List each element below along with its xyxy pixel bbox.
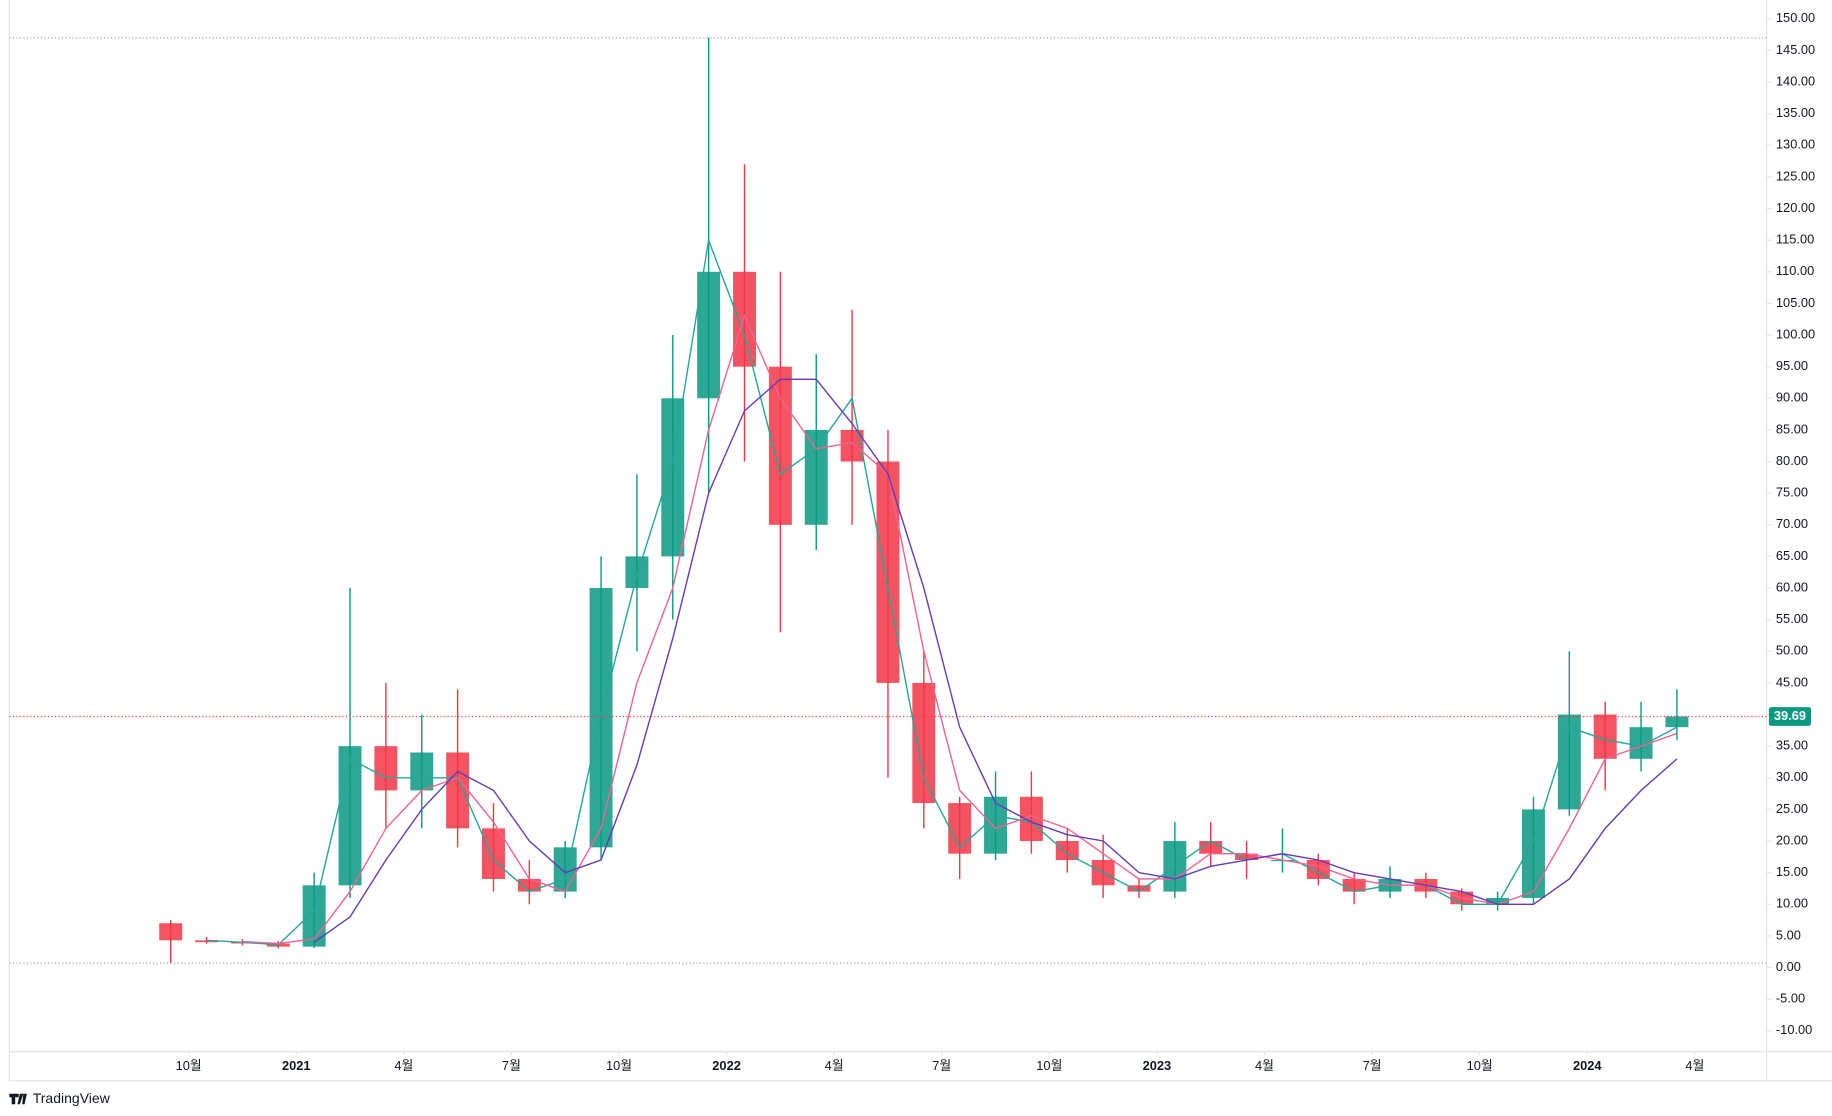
candle-body xyxy=(661,398,685,557)
candle-body xyxy=(625,556,649,589)
y-tick-label: 35.00 xyxy=(1776,738,1808,753)
y-tick-label: 90.00 xyxy=(1776,390,1808,405)
y-tick-label: 20.00 xyxy=(1776,832,1808,847)
candle-body xyxy=(1557,714,1581,810)
candle-body xyxy=(1019,796,1043,842)
candle-body xyxy=(912,682,936,804)
candle-body xyxy=(1055,841,1079,860)
y-tick-label: 45.00 xyxy=(1776,674,1808,689)
y-tick-label: 145.00 xyxy=(1776,42,1815,57)
y-tick-label: 25.00 xyxy=(1776,801,1808,816)
candle-body xyxy=(1127,885,1151,892)
x-tick-label: 2021 xyxy=(282,1058,311,1073)
y-tick-label: 65.00 xyxy=(1776,548,1808,563)
y-tick-label: -10.00 xyxy=(1776,1022,1812,1037)
moving-average xyxy=(242,314,1678,945)
y-tick-label: 100.00 xyxy=(1776,326,1815,341)
y-tick-label: 80.00 xyxy=(1776,453,1808,468)
last-price-badge xyxy=(1768,707,1811,726)
y-tick-label: 0.00 xyxy=(1776,959,1801,974)
candle-body xyxy=(984,796,1008,854)
x-tick-label: 7월 xyxy=(1363,1058,1382,1073)
y-tick-label: 10.00 xyxy=(1776,896,1808,911)
x-tick-label: 10월 xyxy=(606,1058,632,1073)
candle-body xyxy=(159,923,183,941)
y-tick-label: 120.00 xyxy=(1776,200,1815,215)
y-tick-label: 130.00 xyxy=(1776,137,1815,152)
x-tick-label: 2024 xyxy=(1573,1058,1602,1073)
y-tick-label: 105.00 xyxy=(1776,295,1815,310)
candle-body xyxy=(1235,853,1259,860)
y-tick-label: 60.00 xyxy=(1776,579,1808,594)
y-tick-label: 75.00 xyxy=(1776,485,1808,500)
candle-body xyxy=(589,588,613,848)
candle-body xyxy=(804,429,828,525)
brand-logo[interactable]: TradingView xyxy=(9,1090,111,1106)
candle-body xyxy=(948,803,972,854)
candle-body xyxy=(482,828,505,879)
x-tick-label: 4월 xyxy=(1255,1058,1274,1073)
brand-name: TradingView xyxy=(33,1090,111,1106)
candle-body xyxy=(1593,714,1617,759)
x-tick-label: 2022 xyxy=(712,1058,741,1073)
x-tick-label: 4월 xyxy=(394,1058,413,1073)
x-tick-label: 2023 xyxy=(1143,1058,1172,1073)
candle-body xyxy=(517,878,541,892)
candle-body xyxy=(1665,716,1689,728)
candle-body xyxy=(374,746,398,791)
y-tick-label: 5.00 xyxy=(1776,927,1801,942)
y-tick-label: 85.00 xyxy=(1776,421,1808,436)
y-tick-label: 135.00 xyxy=(1776,105,1815,120)
candle-body xyxy=(840,429,864,462)
x-tick-label: 4월 xyxy=(1685,1058,1704,1073)
moving-average xyxy=(313,378,1678,943)
x-tick-label: 4월 xyxy=(825,1058,844,1073)
last-price-label: 39.69 xyxy=(1774,708,1806,723)
x-tick-label: 10월 xyxy=(1036,1058,1062,1073)
candle-body xyxy=(446,752,470,829)
x-tick-label: 10월 xyxy=(1467,1058,1493,1073)
y-tick-label: 150.00 xyxy=(1776,10,1815,25)
x-tick-label: 10월 xyxy=(176,1058,202,1073)
candle-body xyxy=(1629,727,1653,759)
y-tick-label: 110.00 xyxy=(1776,263,1814,278)
x-tick-label: 7월 xyxy=(502,1058,521,1073)
y-tick-label: 30.00 xyxy=(1776,769,1808,784)
x-tick-label: 7월 xyxy=(932,1058,951,1073)
y-tick-label: 95.00 xyxy=(1776,358,1808,373)
y-tick-label: 55.00 xyxy=(1776,611,1808,626)
candle-body xyxy=(697,271,721,399)
candle-body xyxy=(733,271,756,367)
logo-icon xyxy=(9,1093,27,1105)
candle-body xyxy=(1486,897,1510,905)
candle-body xyxy=(876,461,900,683)
y-tick-label: 15.00 xyxy=(1776,864,1808,879)
candle-body xyxy=(1521,809,1545,898)
y-tick-label: 115.00 xyxy=(1776,232,1814,247)
candle-body xyxy=(410,752,434,791)
y-tick-label: -5.00 xyxy=(1776,991,1805,1006)
candle-body xyxy=(338,746,362,886)
y-tick-label: 50.00 xyxy=(1776,643,1808,658)
y-tick-label: 70.00 xyxy=(1776,516,1808,531)
y-tick-label: 140.00 xyxy=(1776,73,1815,88)
candle-body xyxy=(195,940,219,943)
y-tick-label: 125.00 xyxy=(1776,168,1815,183)
